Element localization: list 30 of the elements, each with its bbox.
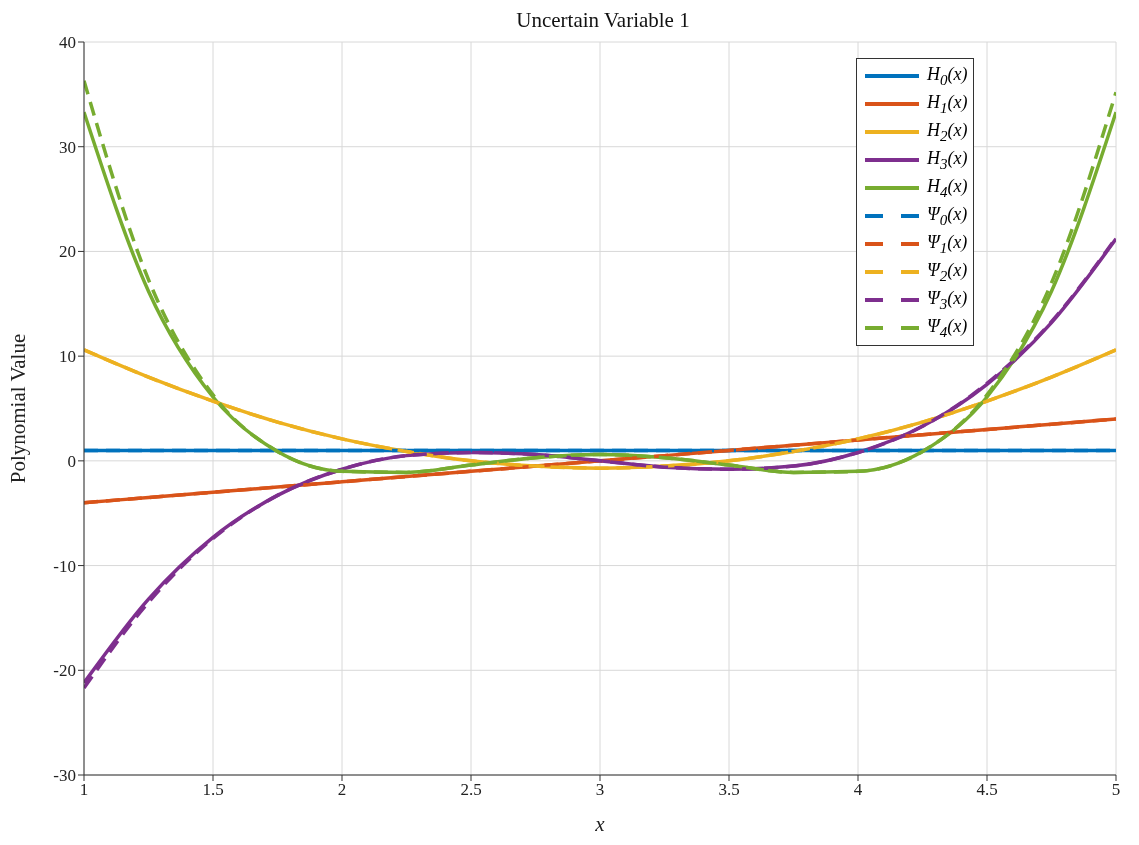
legend-label: H$_{4}$(x) [927, 175, 968, 201]
x-tick-label: 4 [853, 780, 863, 800]
x-tick-label: 5 [1111, 780, 1121, 800]
y-tick-label: 20 [59, 242, 76, 262]
x-tick-label: 1 [79, 780, 89, 800]
y-tick-label: -30 [53, 766, 76, 786]
x-tick-label: 3 [595, 780, 605, 800]
x-tick-label: 1.5 [202, 780, 224, 800]
legend-label: H$_{2}$(x) [927, 119, 968, 145]
legend-label: Ψ$_{2}$(x) [927, 259, 968, 285]
x-axis-title: x [594, 812, 606, 836]
legend-label: Ψ$_{3}$(x) [927, 287, 968, 313]
x-tick-label: 4.5 [976, 780, 998, 800]
chart-title: Uncertain Variable 1 [515, 8, 691, 34]
y-tick-label: 0 [67, 451, 76, 471]
y-tick-label: 10 [59, 347, 76, 367]
x-tick-label: 3.5 [718, 780, 740, 800]
legend-label: Ψ$_{4}$(x) [927, 315, 968, 341]
legend-label: H$_{0}$(x) [927, 63, 968, 89]
legend-label: H$_{1}$(x) [927, 91, 968, 117]
y-tick-label: 40 [59, 33, 76, 53]
x-tick-label: 2 [337, 780, 347, 800]
x-tick-label: 2.5 [460, 780, 482, 800]
y-tick-label: -10 [53, 556, 76, 576]
legend-label: Ψ$_{1}$(x) [927, 231, 968, 257]
legend-label: Ψ$_{0}$(x) [927, 203, 968, 229]
legend-label: H$_{3}$(x) [927, 147, 968, 173]
y-tick-label: 30 [59, 137, 76, 157]
y-axis-title: Polynomial Value [6, 333, 31, 484]
y-tick-label: -20 [53, 661, 76, 681]
